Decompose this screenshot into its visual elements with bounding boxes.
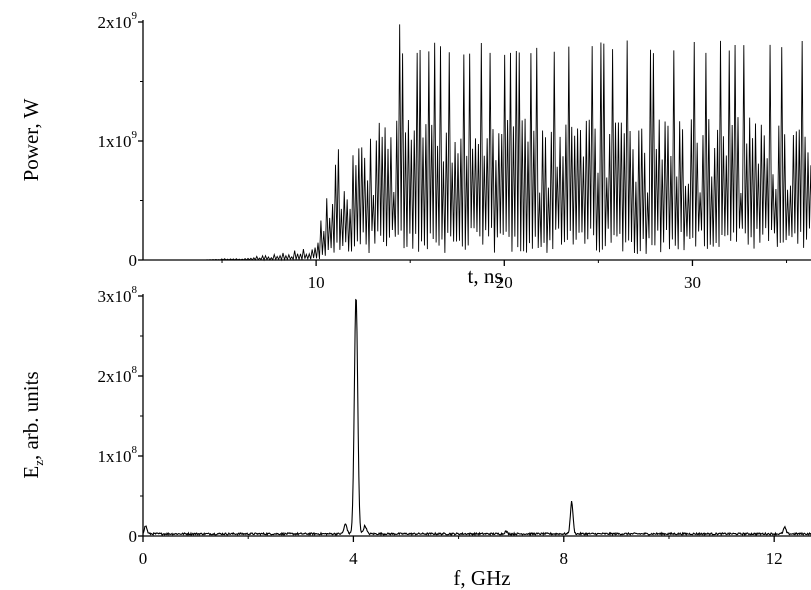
spectrum-y-tick-label: 0 xyxy=(129,527,138,546)
spectrum-series-line xyxy=(142,298,811,537)
power-x-tick-label: 10 xyxy=(308,273,325,292)
spectrum-y-tick-label: 1x108 xyxy=(98,444,138,466)
spectrum-y-tick-label: 3x108 xyxy=(98,284,138,306)
power-axes xyxy=(138,20,811,266)
spectrum-axes xyxy=(138,294,811,542)
power-y-tick-labels: 0 1x109 2x109 xyxy=(98,10,138,270)
spectrum-y-tick-labels: 0 1x108 2x108 3x108 xyxy=(98,284,138,546)
power-x-tick-labels: 10 20 30 xyxy=(308,273,701,292)
power-y-axis-title: Power, W xyxy=(19,98,43,181)
power-series-line xyxy=(143,24,811,262)
power-y-tick-label: 0 xyxy=(129,251,138,270)
power-x-tick-label: 20 xyxy=(496,273,513,292)
spectrum-x-tick-label: 0 xyxy=(139,549,148,568)
spectrum-y-tick-label: 2x108 xyxy=(98,364,138,386)
power-x-tick-label: 30 xyxy=(684,273,701,292)
spectrum-y-axis-title: Ez, arb. units xyxy=(19,371,46,478)
spectrum-x-tick-label: 8 xyxy=(560,549,569,568)
spectrum-x-tick-label: 12 xyxy=(766,549,783,568)
spectrum-x-axis-title: f, GHz xyxy=(453,566,510,590)
power-x-axis-title: t, ns xyxy=(467,264,502,288)
power-y-tick-label: 2x109 xyxy=(98,10,138,32)
power-y-tick-label: 1x109 xyxy=(98,129,138,151)
spectrum-panel: Ez, arb. units 0 1x108 2x108 3x108 0 4 8 12 f,… xyxy=(19,284,811,590)
power-panel: Power, W 0 1x109 2x109 10 20 30 t, ns xyxy=(19,10,811,292)
spectrum-x-tick-labels: 0 4 8 12 xyxy=(139,549,783,568)
spectrum-x-tick-label: 4 xyxy=(349,549,358,568)
